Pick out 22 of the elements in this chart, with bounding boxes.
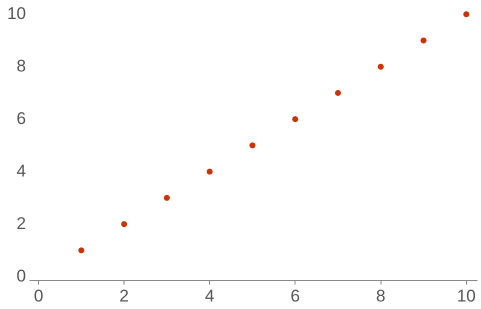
y-tick-label: 6 (16, 108, 26, 128)
point (121, 221, 128, 228)
x-tick-label: 10 (456, 286, 476, 306)
y-tick-label: 0 (16, 266, 26, 286)
point (164, 194, 170, 201)
point (378, 64, 384, 70)
y-tick-label: 10 (7, 4, 26, 23)
y-tick-label: 8 (16, 56, 26, 76)
x-tick-label: 2 (119, 286, 129, 306)
y-tick-label: 2 (16, 214, 26, 233)
x-tick-label: 8 (376, 286, 386, 306)
y-tick-label: 4 (16, 161, 26, 180)
x-tick-label: 6 (290, 286, 300, 306)
point (420, 37, 427, 44)
point (249, 142, 256, 148)
x-tick-label: 0 (34, 286, 44, 306)
point (334, 90, 341, 96)
point (463, 11, 470, 18)
point (206, 168, 213, 175)
point (292, 116, 298, 122)
point (78, 247, 84, 254)
x-tick-label: 4 (204, 286, 214, 306)
